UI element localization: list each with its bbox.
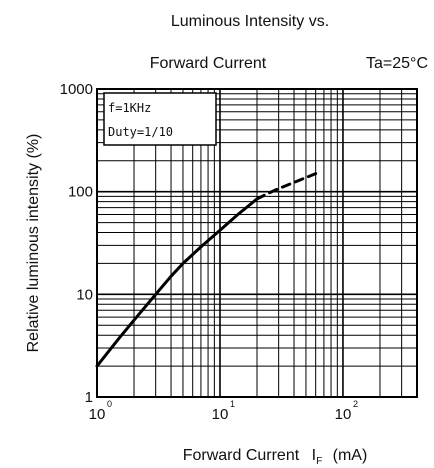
plot-frame [96, 88, 418, 398]
x-axis-label-subscript: F [316, 456, 322, 467]
x-axis-label-symbol: I [312, 447, 316, 464]
x-axis-label-text: Forward Current [183, 447, 300, 464]
condition-label: Ta=25°C [366, 55, 428, 72]
x-axis-label-unit: (mA) [333, 447, 368, 464]
x-tick-exponent: 2 [353, 399, 358, 409]
extrapolated-series-line [255, 172, 318, 201]
annotation-box: f=1KHz Duty=1/10 [103, 92, 217, 146]
y-tick-label: 100 [68, 184, 93, 201]
chart-title-line2: Forward Current [150, 55, 267, 72]
annotation-frame [103, 92, 217, 146]
y-tick-label: 10 [76, 286, 93, 303]
x-tick-exponent: 0 [107, 399, 112, 409]
chart-title-line1: Luminous Intensity vs. [171, 13, 329, 30]
x-tick-label: 10 [89, 406, 106, 423]
y-tick-label: 1 [85, 389, 93, 406]
annotation-duty: Duty=1/10 [108, 125, 173, 139]
x-tick-exponent: 1 [230, 399, 235, 409]
x-axis-label: Forward Current IF (mA) [183, 447, 368, 468]
annotation-frequency: f=1KHz [108, 101, 151, 115]
data-series [95, 172, 318, 368]
x-tick-label: 10 [212, 406, 229, 423]
x-tick-label: 10 [335, 406, 352, 423]
y-tick-labels: 1 10 100 1000 [60, 81, 93, 406]
y-tick-label: 1000 [60, 81, 93, 98]
svg-text:Forward Current IF: Forward Current IF (mA) [183, 447, 368, 468]
series-line [95, 197, 259, 368]
y-axis-label: Relative luminous intensity (%) [25, 134, 42, 353]
